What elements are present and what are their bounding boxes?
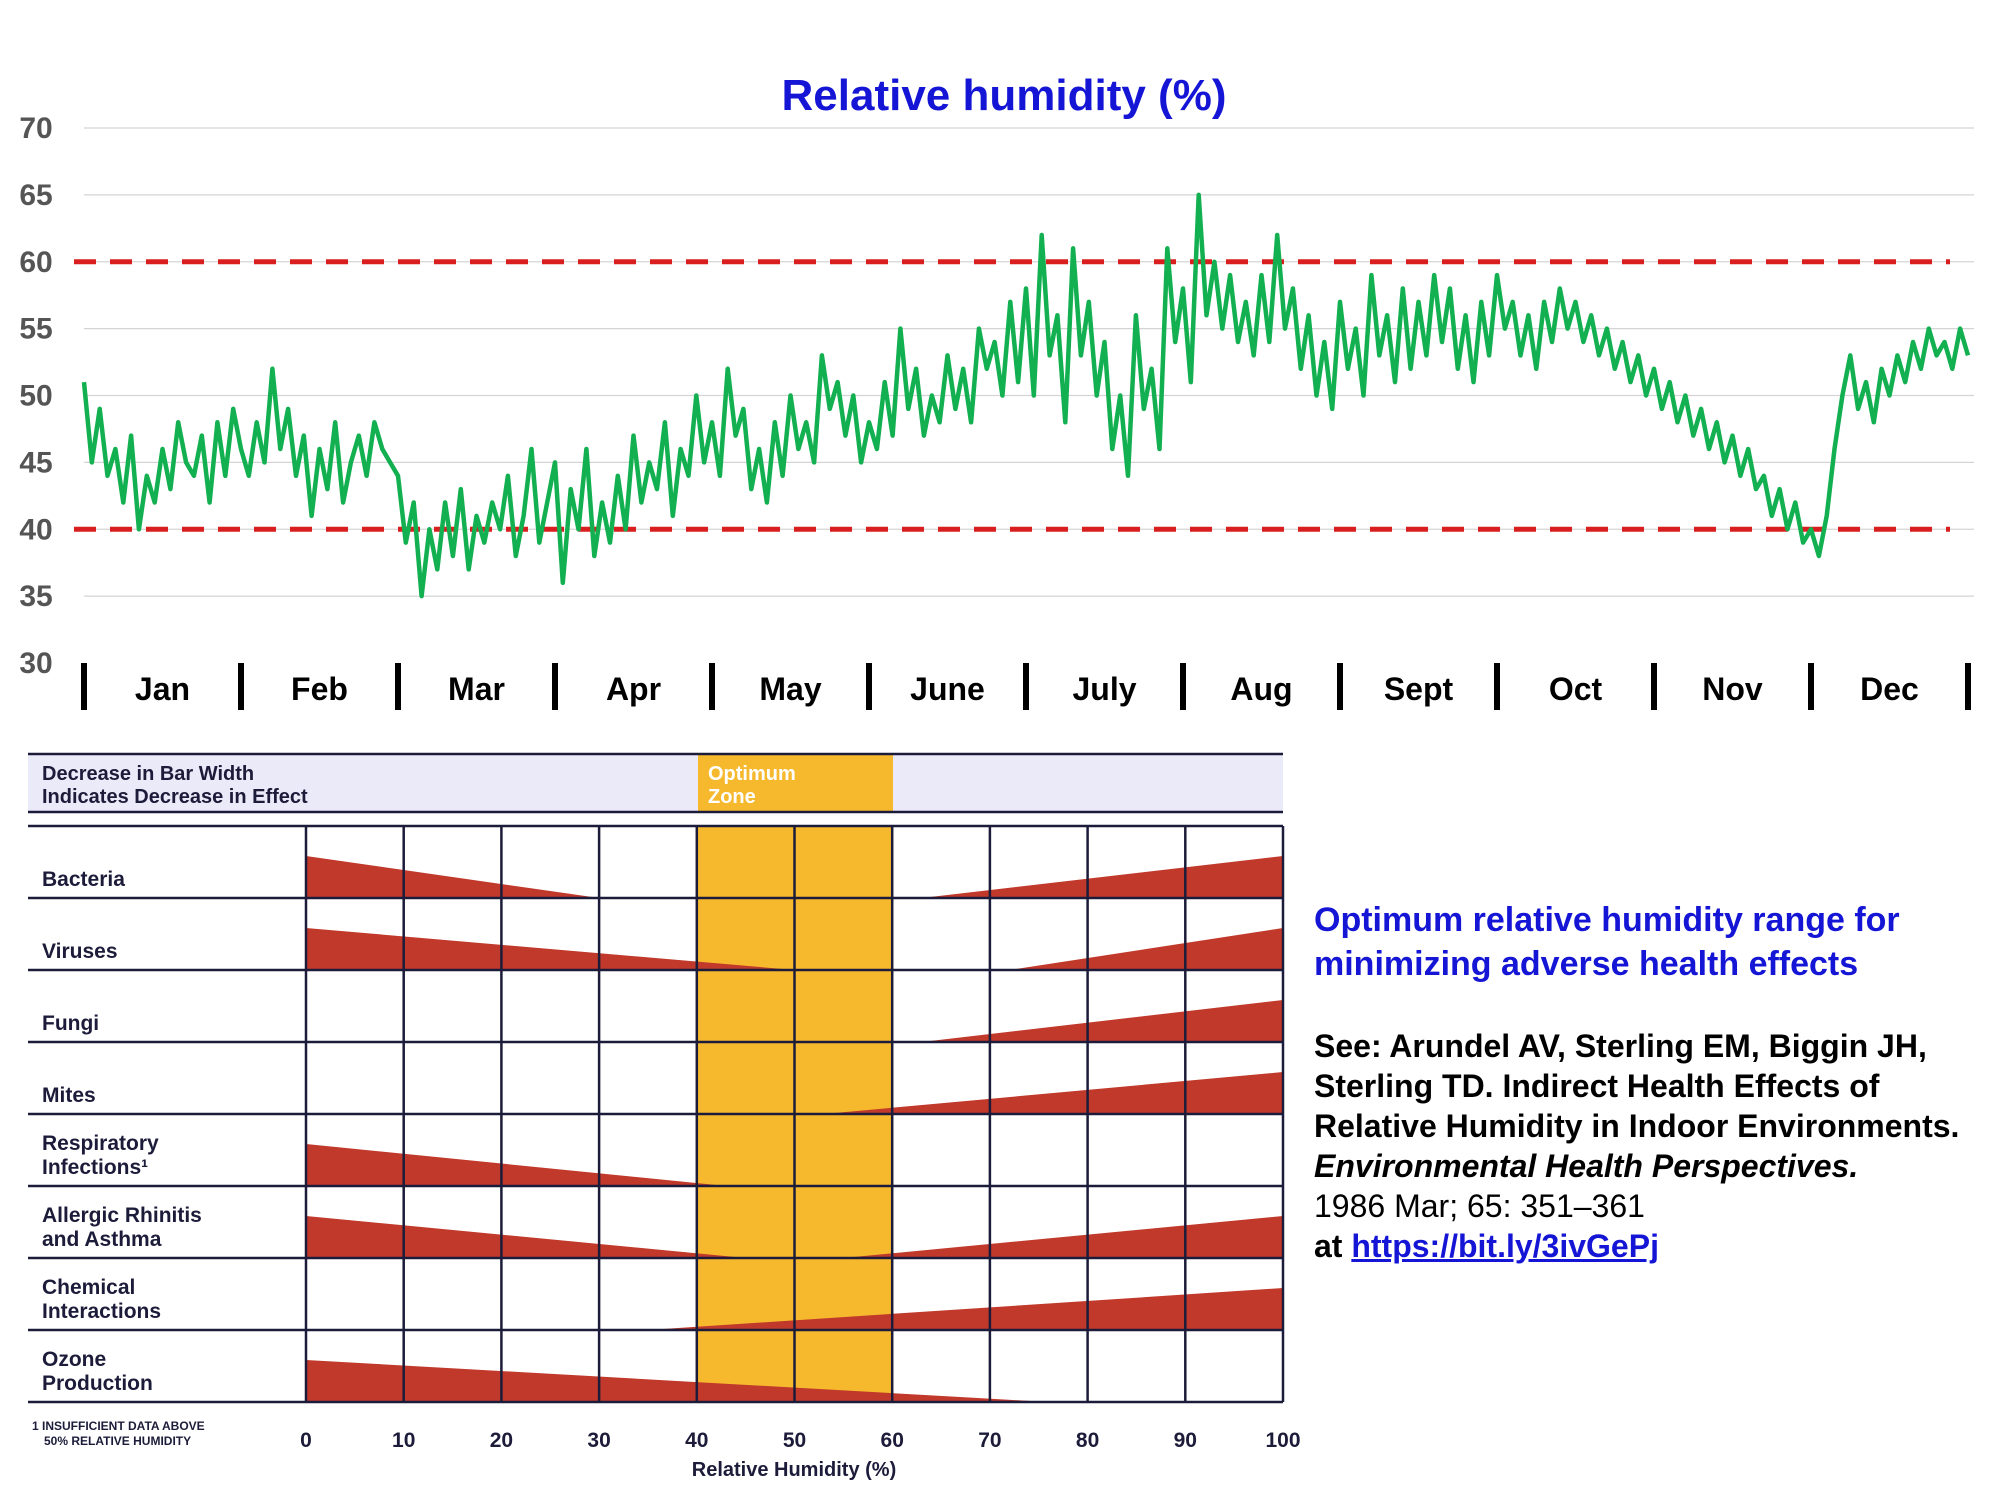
high-humidity-effect-wedge-3 [921, 1000, 1283, 1042]
low-humidity-effect-wedge-2 [306, 928, 795, 970]
chart-title: Relative humidity (%) [782, 71, 1227, 120]
citation-link[interactable]: https://bit.ly/3ivGePj [1351, 1228, 1659, 1264]
y-axis-tick-labels: 30 35 40 45 50 55 60 65 70 [19, 112, 52, 680]
month-label-aug: Aug [1230, 671, 1292, 707]
y-tick-label-60: 60 [19, 246, 52, 279]
month-label-feb: Feb [291, 671, 348, 707]
row-label-3-line-1: Fungi [42, 1012, 99, 1035]
side-title-line-1: Optimum relative humidity range for [1314, 901, 1900, 939]
chart-header: Decrease in Bar Width Indicates Decrease… [28, 752, 1283, 814]
citation-journal: Environmental Health Perspectives. [1314, 1148, 1859, 1184]
x-tick-label-70: 70 [978, 1429, 1001, 1452]
header-zone-line-2: Zone [708, 786, 756, 808]
reference-lines [74, 259, 1950, 532]
month-axis: Jan Feb Mar Apr May June July Aug Sept Oct Nov Dec [81, 663, 1971, 710]
month-label-oct: Oct [1549, 671, 1603, 707]
low-humidity-effect-wedge-8 [306, 1360, 1049, 1402]
month-label-sept: Sept [1384, 671, 1454, 707]
high-humidity-effect-wedge-4 [823, 1072, 1283, 1114]
row-label-6-line-1: Allergic Rhinitis [42, 1204, 202, 1227]
side-title: Optimum relative humidity range for mini… [1314, 898, 1994, 986]
side-annotation: Optimum relative humidity range for mini… [1314, 898, 1994, 1266]
row-label-5-line-2: Infections¹ [42, 1156, 148, 1179]
x-tick-label-30: 30 [587, 1429, 610, 1452]
row-label-4-line-1: Mites [42, 1084, 96, 1107]
row-label-7-line-1: Chemical [42, 1276, 135, 1299]
month-label-july: July [1072, 671, 1136, 707]
horizontal-gridlines [84, 127, 1974, 597]
range-chart-grid [28, 824, 1285, 1404]
header-right-bg [893, 754, 1283, 812]
header-left-line-1: Decrease in Bar Width [42, 763, 254, 785]
x-tick-label-40: 40 [685, 1429, 708, 1452]
high-humidity-effect-wedge-2 [1009, 928, 1283, 970]
x-tick-label-0: 0 [300, 1429, 312, 1452]
month-label-apr: Apr [606, 671, 661, 707]
header-zone-line-1: Optimum [708, 763, 796, 785]
header-zone-bg [698, 754, 893, 812]
y-tick-label-45: 45 [19, 446, 52, 479]
y-tick-label-50: 50 [19, 380, 52, 413]
y-tick-label-70: 70 [19, 112, 52, 145]
high-humidity-effect-wedge-7 [647, 1288, 1283, 1330]
effect-wedges [306, 856, 1283, 1402]
x-tick-label-10: 10 [392, 1429, 415, 1452]
month-label-nov: Nov [1702, 671, 1763, 707]
month-label-may: May [759, 671, 821, 707]
row-label-8-line-1: Ozone [42, 1348, 106, 1371]
side-title-line-2: minimizing adverse health effects [1314, 945, 1859, 983]
x-tick-label-60: 60 [881, 1429, 904, 1452]
x-axis-title: Relative Humidity (%) [692, 1459, 896, 1481]
series-group [81, 192, 1971, 599]
header-left-line-2: Indicates Decrease in Effect [42, 786, 308, 808]
row-label-2-line-1: Viruses [42, 940, 118, 963]
row-label-6-line-2: and Asthma [42, 1228, 162, 1251]
citation-line-2: Sterling TD. Indirect Health Effects of [1314, 1068, 1880, 1104]
month-label-jan: Jan [135, 671, 190, 707]
footnote-line-1: 1 INSUFFICIENT DATA ABOVE [32, 1419, 205, 1433]
health-effects-chart: Decrease in Bar Width Indicates Decrease… [28, 752, 1301, 1481]
x-tick-label-90: 90 [1174, 1429, 1197, 1452]
citation-issue: 1986 Mar; 65: 351–361 [1314, 1188, 1645, 1224]
citation-line-3: Relative Humidity in Indoor Environments… [1314, 1108, 1960, 1144]
high-humidity-effect-wedge-1 [921, 856, 1283, 898]
y-tick-label-65: 65 [19, 179, 52, 212]
humidity-series-line [81, 192, 1971, 599]
x-tick-label-20: 20 [490, 1429, 513, 1452]
citation-link-prefix: at [1314, 1228, 1352, 1264]
x-axis-tick-labels: 0 10 20 30 40 50 60 70 80 90 100 [300, 1429, 1300, 1452]
month-label-june: June [910, 671, 985, 707]
citation-link-row: at https://bit.ly/3ivGePj [1314, 1226, 1994, 1266]
y-tick-label-35: 35 [19, 580, 52, 613]
footnote-line-2: 50% RELATIVE HUMIDITY [44, 1434, 191, 1448]
row-labels: Bacteria Viruses Fungi Mites RespiratoryInfe… [42, 868, 202, 1395]
month-label-mar: Mar [448, 671, 505, 707]
citation: See: Arundel AV, Sterling EM, Biggin JH,… [1314, 1026, 1994, 1266]
low-humidity-effect-wedge-6 [306, 1216, 746, 1258]
low-humidity-effect-wedge-1 [306, 856, 600, 898]
month-label-dec: Dec [1860, 671, 1919, 707]
header-left-bg [28, 754, 698, 812]
y-tick-label-40: 40 [19, 513, 52, 546]
low-humidity-effect-wedge-5 [306, 1144, 727, 1186]
x-tick-label-80: 80 [1076, 1429, 1099, 1452]
x-tick-label-100: 100 [1265, 1429, 1300, 1452]
x-tick-label-50: 50 [783, 1429, 806, 1452]
row-label-1-line-1: Bacteria [42, 868, 125, 891]
row-label-7-line-2: Interactions [42, 1300, 161, 1323]
row-label-8-line-2: Production [42, 1372, 153, 1395]
high-humidity-effect-wedge-6 [843, 1216, 1283, 1258]
citation-line-1: See: Arundel AV, Sterling EM, Biggin JH, [1314, 1028, 1927, 1064]
row-label-5-line-1: Respiratory [42, 1132, 159, 1155]
humidity-line-chart: Relative humidity (%) 30 35 40 45 50 55 60 65 70… [19, 71, 1974, 710]
y-tick-label-55: 55 [19, 313, 52, 346]
y-tick-label-30: 30 [19, 647, 52, 680]
